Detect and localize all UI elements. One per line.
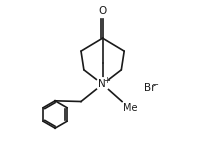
Text: N: N — [98, 78, 106, 89]
Text: Br: Br — [144, 83, 155, 93]
Text: O: O — [98, 6, 107, 16]
Text: Me: Me — [124, 103, 138, 113]
Text: −: − — [151, 80, 158, 89]
Circle shape — [96, 78, 109, 91]
Text: +: + — [104, 76, 110, 85]
